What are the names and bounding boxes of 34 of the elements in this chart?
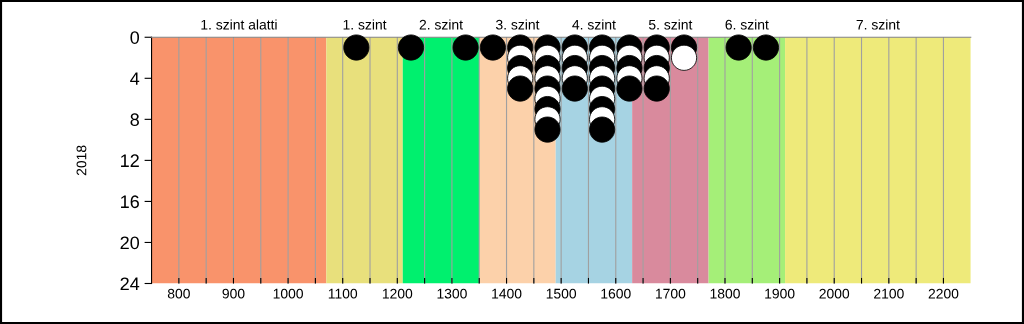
y-tick-label: 8 [130,113,139,127]
x-tick-label: 1000 [273,288,303,299]
band-label: 4. szint [572,19,616,30]
band-label: 5. szint [648,19,693,30]
y-tick-label: 20 [120,236,140,250]
band-label: 7. szint [856,19,900,30]
x-tick-label: 1700 [655,288,686,299]
y-tick-label: 4 [130,72,140,85]
band-label: 3. szint [495,19,540,30]
x-tick-label: 900 [222,288,245,299]
band-label: 1. szint [343,19,387,30]
x-tick-label: 2200 [928,288,959,299]
y-tick-label: 16 [121,195,139,209]
y-tick-label: 12 [121,154,139,167]
point [643,75,670,102]
band-label: 2. szint [419,19,463,30]
x-tick-label: 2000 [819,288,850,299]
point [561,75,588,102]
y-tick-label: 0 [130,31,140,44]
band-label: 1. szint alatti [201,19,277,30]
x-tick-label: 2100 [874,288,904,299]
x-tick-label: 1400 [492,288,522,299]
x-tick-label: 1600 [601,288,631,299]
x-tick-label: 1100 [328,288,358,299]
x-tick-label: 1500 [546,288,577,299]
x-tick-label: 1800 [710,288,740,299]
y-axis-title: 2018 [76,145,87,176]
y-tick-label: 24 [120,277,140,291]
point [452,34,479,61]
x-tick-label: 1200 [382,288,413,299]
x-tick-label: 1300 [437,288,467,299]
x-tick-label: 1900 [765,288,795,299]
band-label: 6. szint [725,19,769,30]
x-tick-label: 800 [167,288,190,299]
